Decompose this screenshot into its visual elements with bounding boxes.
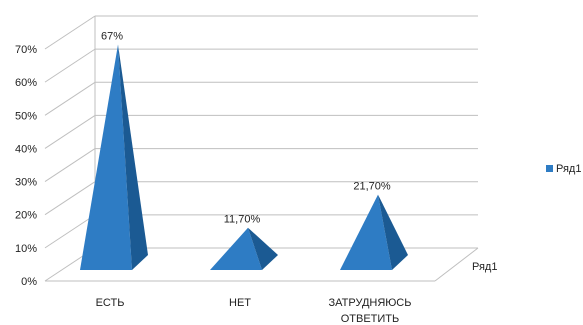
- depth-axis-label: Ряд1: [472, 261, 497, 273]
- y-tick-label: 40%: [15, 143, 37, 155]
- pyramid-side-face: [118, 44, 148, 270]
- y-tick-label: 20%: [15, 210, 37, 222]
- pyramid-front-face: [80, 44, 132, 270]
- gridline-side: [44, 15, 96, 50]
- gridline-side: [44, 214, 96, 249]
- y-tick-label: 50%: [15, 110, 37, 122]
- x-tick-label: НЕТ: [229, 297, 251, 309]
- legend-swatch: [546, 165, 553, 172]
- pyramid-front-face: [340, 194, 392, 270]
- gridline-side: [44, 81, 96, 116]
- gridline-side: [44, 115, 96, 149]
- floor-right-edge: [434, 247, 479, 282]
- data-label: 67%: [101, 30, 123, 42]
- gridline-side: [44, 181, 96, 216]
- y-tick-label: 0%: [21, 276, 37, 288]
- data-label: 11,70%: [224, 214, 261, 226]
- gridline-side: [44, 148, 96, 182]
- gridline-side: [44, 48, 96, 83]
- data-label: 21,70%: [353, 181, 391, 193]
- x-tick-label: ЕСТЬ: [96, 297, 125, 309]
- pyramid-side-face: [248, 227, 278, 270]
- pyramid-side-face: [378, 194, 408, 270]
- y-tick-label: 60%: [15, 77, 37, 89]
- legend-label: Ряд1: [556, 163, 581, 175]
- y-tick-label: 30%: [15, 177, 37, 189]
- y-tick-label: 10%: [15, 243, 37, 255]
- pyramid-front-face: [210, 227, 262, 270]
- x-tick-label: ЗАТРУДНЯЮСЬ: [329, 297, 412, 309]
- y-tick-label: 70%: [15, 44, 37, 56]
- x-tick-label: ОТВЕТИТЬ: [341, 313, 400, 325]
